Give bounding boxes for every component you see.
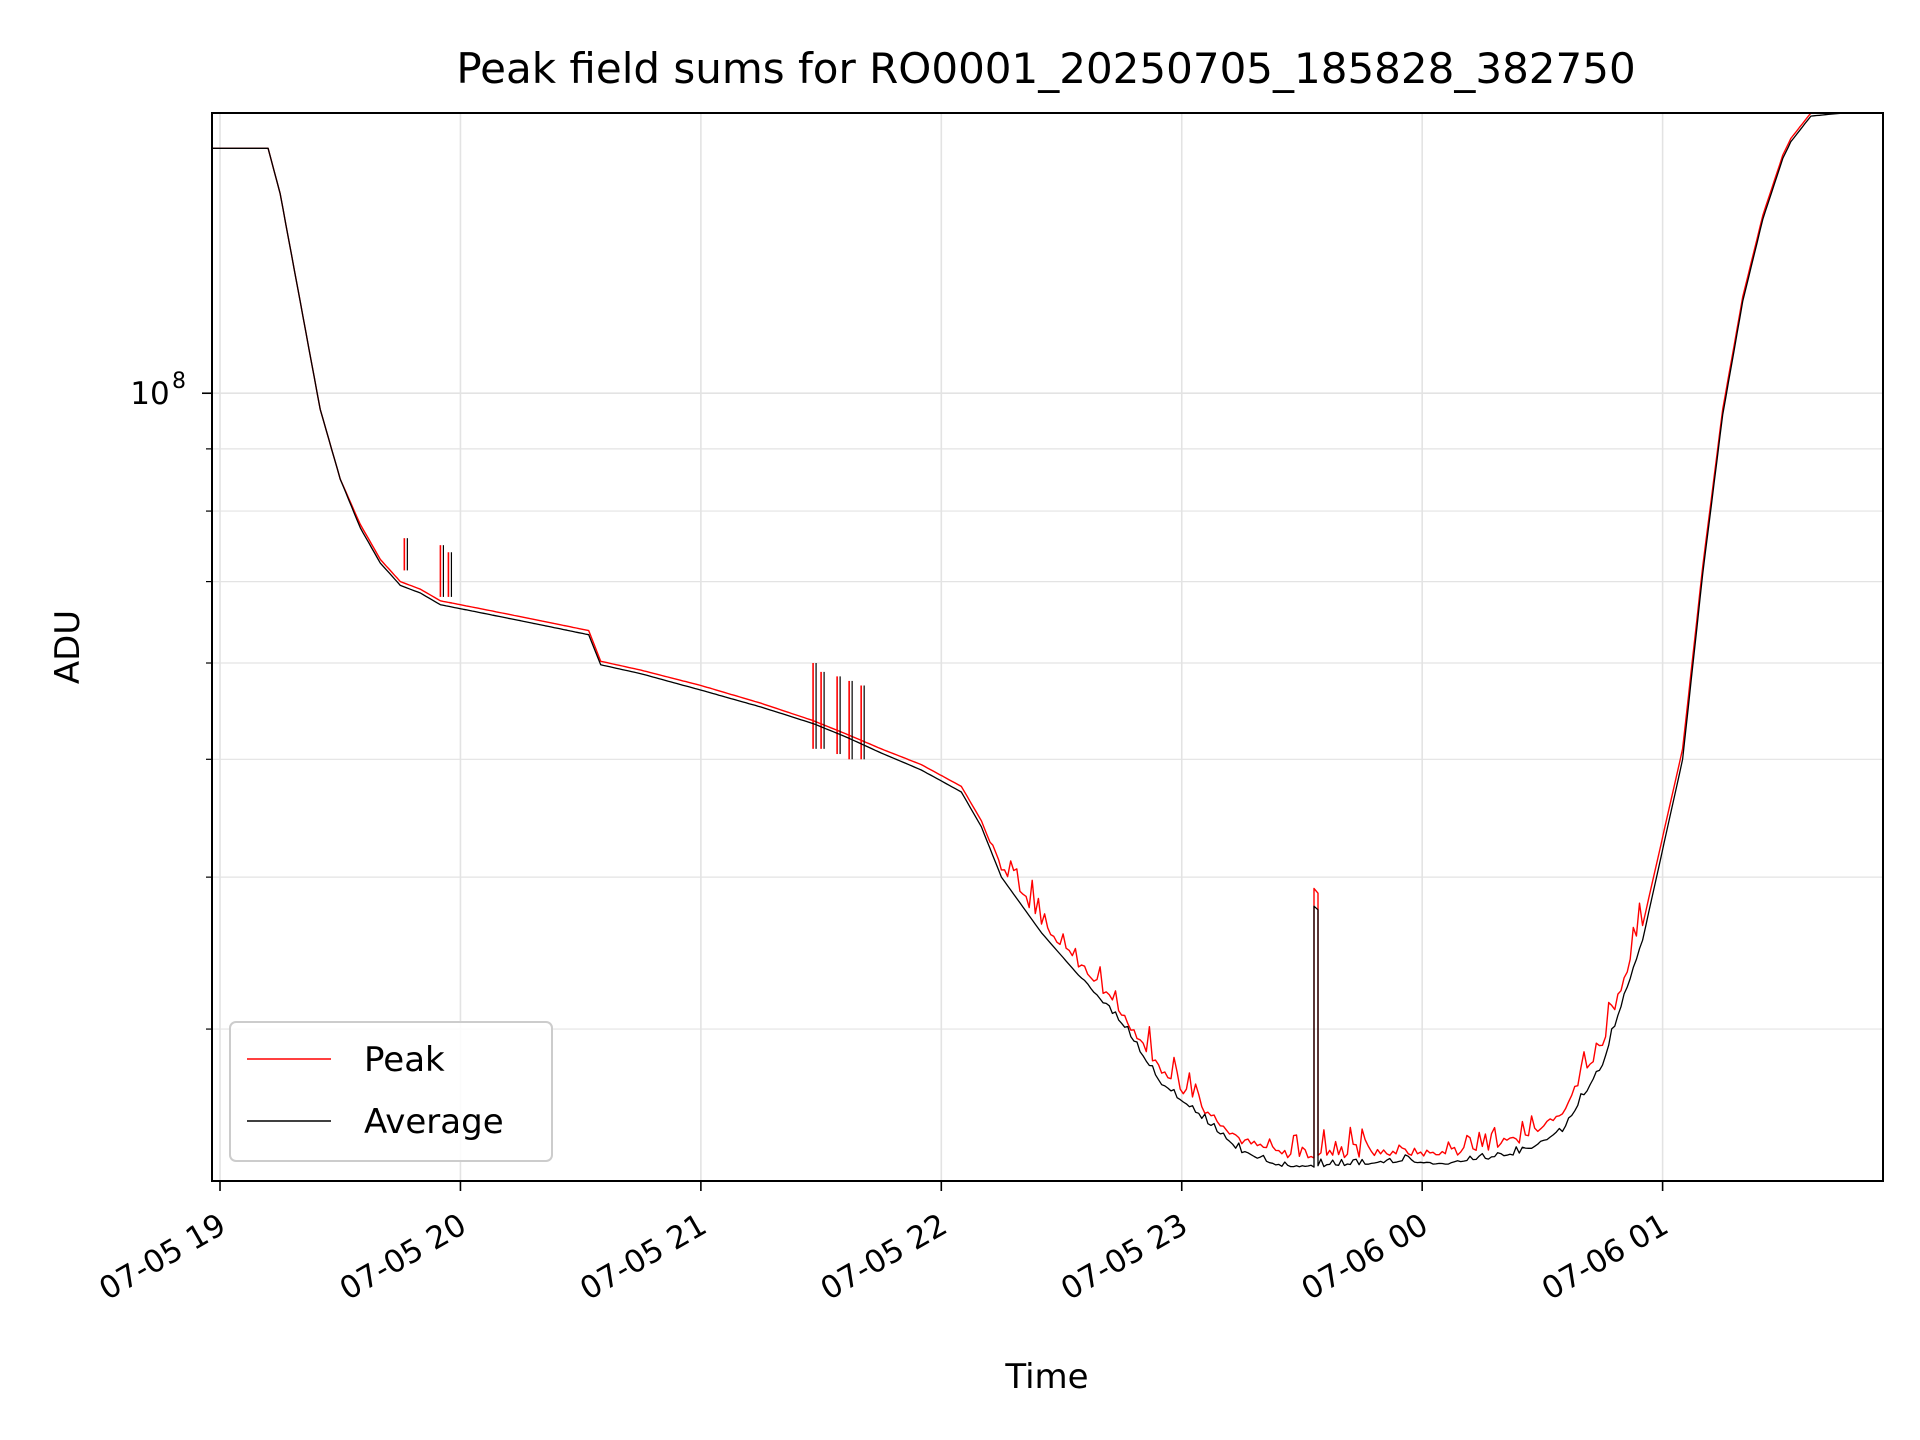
series-line-peak (212, 112, 1863, 1159)
chart-title: Peak field sums for RO0001_20250705_1858… (456, 44, 1635, 93)
legend-label-peak: Peak (364, 1040, 445, 1080)
legend-label-average: Average (364, 1102, 504, 1142)
y-axis-label: ADU (48, 610, 88, 684)
axes-frame (211, 112, 1884, 1182)
legend: Peak Average (229, 1021, 553, 1162)
x-axis-label: Time (1004, 1357, 1088, 1397)
plot-area (212, 112, 1863, 1168)
y-tick-label-exponent: 8 (172, 369, 186, 394)
series-line-average (212, 112, 1863, 1168)
legend-box (229, 1021, 553, 1162)
y-tick-label: 10 (130, 376, 169, 412)
